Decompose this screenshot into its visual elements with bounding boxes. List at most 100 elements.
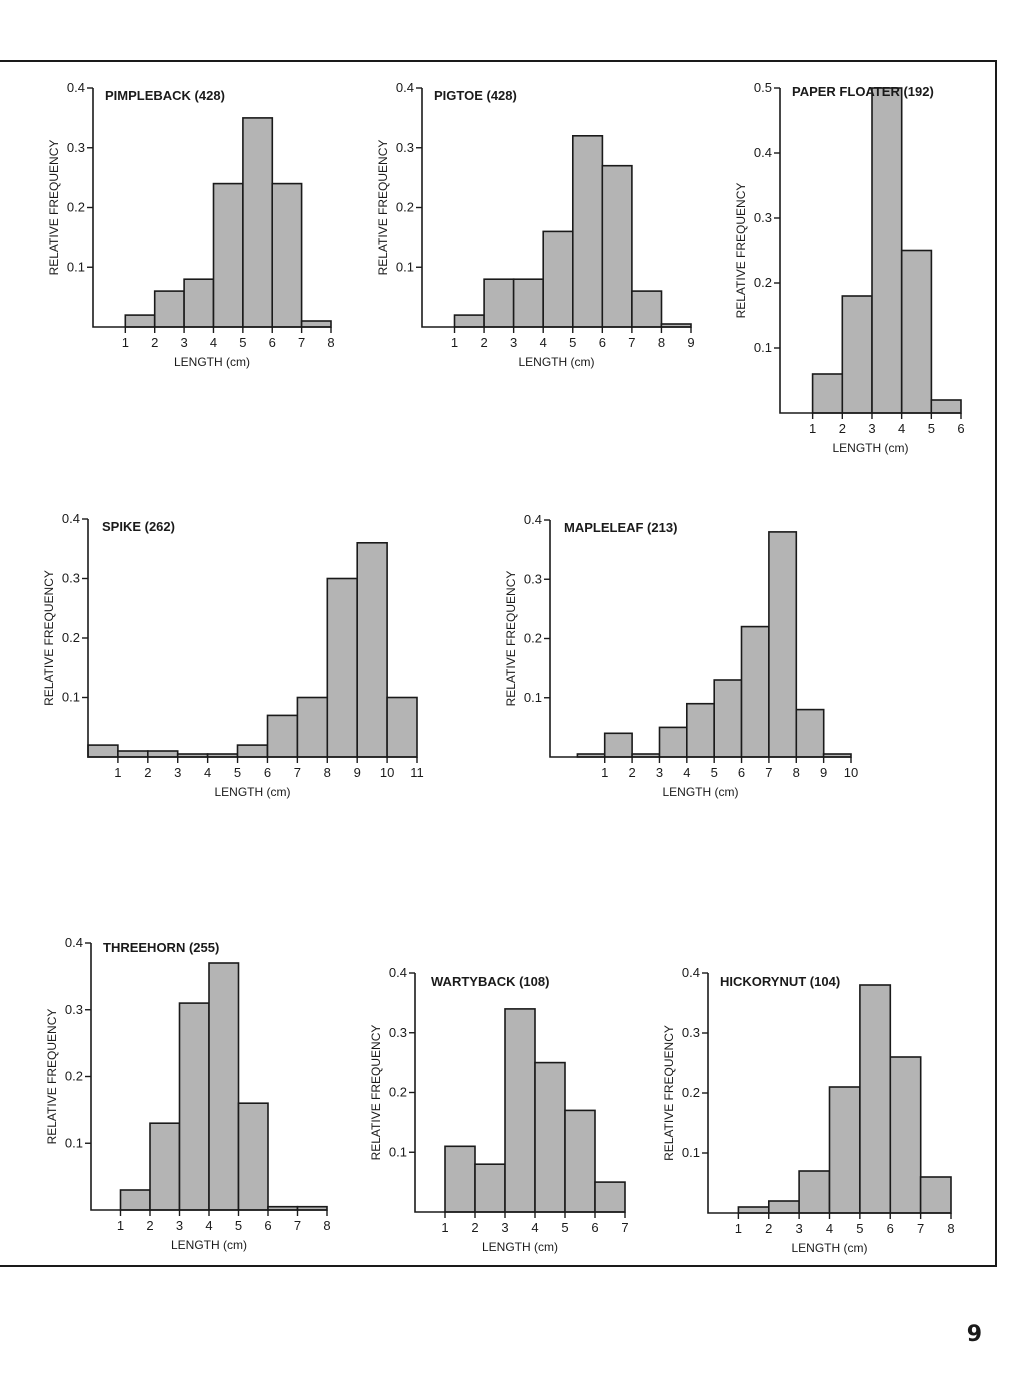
chart-1-bar-3 (183, 278, 215, 328)
chart-3-x-axis-label: LENGTH (cm) (833, 441, 909, 455)
chart-8-x-tick-label-3: 3 (796, 1221, 803, 1236)
chart-6-y-tick-label-3: 0.3 (65, 1002, 83, 1017)
chart-4-bar-1 (87, 744, 119, 758)
chart-4-x-tick-label-9: 9 (354, 765, 361, 780)
chart-5-y-axis-label: RELATIVE FREQUENCY (504, 571, 518, 707)
chart-3-y-tick-label-3: 0.3 (754, 210, 772, 225)
chart-2-bar-4 (542, 230, 574, 328)
chart-6-x-tick-label-2: 2 (146, 1218, 153, 1233)
chart-3-y-axis-label: RELATIVE FREQUENCY (734, 183, 748, 319)
chart-5-x-axis-label: LENGTH (cm) (663, 785, 739, 799)
chart-2-bar-7 (631, 290, 663, 328)
chart-6-x-tick-label-8: 8 (323, 1218, 330, 1233)
chart-4-x-tick-label-1: 1 (114, 765, 121, 780)
chart-2-x-tick-label-6: 6 (599, 335, 606, 350)
chart-5-x-tick-label-1: 1 (601, 765, 608, 780)
chart-7-bar-2 (474, 1163, 506, 1213)
chart-7-x-tick-label-4: 4 (531, 1220, 538, 1235)
chart-8-y-axis-label: RELATIVE FREQUENCY (662, 1025, 676, 1161)
chart-8-x-tick-label-4: 4 (826, 1221, 833, 1236)
chart-3-x-tick-label-2: 2 (839, 421, 846, 436)
chart-1-x-tick-label-8: 8 (327, 335, 334, 350)
chart-2-y-tick-label-2: 0.2 (396, 200, 414, 215)
chart-1-x-tick-label-7: 7 (298, 335, 305, 350)
chart-1-x-tick-label-4: 4 (210, 335, 217, 350)
chart-4-bar-10 (356, 541, 388, 758)
chart-6-y-tick-label-2: 0.2 (65, 1069, 83, 1084)
chart-8-axes (707, 973, 951, 1214)
chart-3-x-tick-label-4: 4 (898, 421, 905, 436)
chart-4-title: SPIKE (262) (102, 519, 175, 534)
chart-4-bar-9 (326, 577, 358, 758)
chart-3-bar-3 (871, 87, 903, 414)
chart-8-y-tick-label-3: 0.3 (682, 1025, 700, 1040)
chart-8-bar-2 (767, 1200, 800, 1214)
chart-5-x-tick-label-8: 8 (793, 765, 800, 780)
chart-4-x-tick-label-6: 6 (264, 765, 271, 780)
chart-2-bar-3 (512, 278, 544, 328)
chart-3-x-tick-label-6: 6 (957, 421, 964, 436)
chart-2-bar-2 (483, 278, 515, 328)
chart-2-x-tick-label-2: 2 (480, 335, 487, 350)
chart-5-x-tick-label-7: 7 (765, 765, 772, 780)
chart-8-y-tick-label-2: 0.2 (682, 1085, 700, 1100)
chart-2-bar-1 (453, 314, 485, 328)
chart-6-bar-5 (237, 1102, 269, 1211)
chart-1-x-axis-label: LENGTH (cm) (174, 355, 250, 369)
chart-2-x-tick-label-5: 5 (569, 335, 576, 350)
chart-3-y-tick-label-2: 0.2 (754, 275, 772, 290)
chart-5-y-tick-label-3: 0.3 (524, 571, 542, 586)
chart-5-bar-9 (795, 708, 825, 758)
chart-8-bar-7 (919, 1176, 952, 1214)
chart-4-x-tick-label-7: 7 (294, 765, 301, 780)
chart-4-x-tick-label-8: 8 (324, 765, 331, 780)
chart-1-y-axis-label: RELATIVE FREQUENCY (47, 140, 61, 276)
chart-5-y-tick-label-4: 0.4 (524, 512, 542, 527)
chart-7-x-tick-label-6: 6 (591, 1220, 598, 1235)
chart-5-y-tick-label-1: 0.1 (524, 690, 542, 705)
chart-1-y-tick-label-2: 0.2 (67, 200, 85, 215)
chart-8-x-tick-label-6: 6 (887, 1221, 894, 1236)
chart-7-y-tick-label-3: 0.3 (389, 1025, 407, 1040)
chart-8-x-tick-label-5: 5 (856, 1221, 863, 1236)
chart-6-title: THREEHORN (255) (103, 940, 219, 955)
chart-1-bar-6 (271, 182, 303, 328)
chart-4-axes (87, 519, 417, 758)
chart-5-bar-8 (768, 531, 798, 758)
chart-5-bar-5 (685, 702, 715, 758)
chart-5-axes (549, 520, 851, 758)
chart-1-x-tick-label-5: 5 (239, 335, 246, 350)
chart-4-bar-11 (386, 696, 418, 758)
chart-5-bar-7 (740, 625, 770, 758)
chart-8-y-tick-label-4: 0.4 (682, 965, 700, 980)
chart-7-bar-5 (564, 1109, 596, 1213)
chart-1-x-tick-label-2: 2 (151, 335, 158, 350)
chart-4-x-tick-label-3: 3 (174, 765, 181, 780)
chart-8-bar-6 (889, 1056, 922, 1214)
chart-6-axes (90, 943, 327, 1211)
chart-4-x-axis-label: LENGTH (cm) (215, 785, 291, 799)
chart-3-x-tick-label-1: 1 (809, 421, 816, 436)
chart-4-x-tick-label-5: 5 (234, 765, 241, 780)
chart-5-x-tick-label-9: 9 (820, 765, 827, 780)
chart-1-y-tick-label-3: 0.3 (67, 140, 85, 155)
chart-7-title: WARTYBACK (108) (431, 974, 549, 989)
chart-3-title: PAPER FLOATER (192) (792, 84, 934, 99)
chart-4-bar-7 (266, 714, 299, 758)
chart-6-x-tick-label-7: 7 (294, 1218, 301, 1233)
chart-5-x-tick-label-10: 10 (844, 765, 858, 780)
chart-4-y-tick-label-1: 0.1 (62, 690, 80, 705)
chart-4-bar-6 (236, 744, 269, 758)
chart-8-x-tick-label-2: 2 (765, 1221, 772, 1236)
chart-2-x-tick-label-9: 9 (687, 335, 694, 350)
chart-4-bar-3 (147, 750, 179, 758)
chart-5-bar-6 (713, 679, 743, 758)
chart-2-x-tick-label-3: 3 (510, 335, 517, 350)
chart-2-x-axis-label: LENGTH (cm) (519, 355, 595, 369)
chart-5-bar-2 (603, 732, 633, 758)
chart-7-x-tick-label-1: 1 (441, 1220, 448, 1235)
chart-2-x-tick-label-1: 1 (451, 335, 458, 350)
chart-7-bar-3 (504, 1008, 536, 1213)
chart-4-bar-2 (117, 750, 149, 758)
chart-7-bar-1 (444, 1145, 476, 1213)
